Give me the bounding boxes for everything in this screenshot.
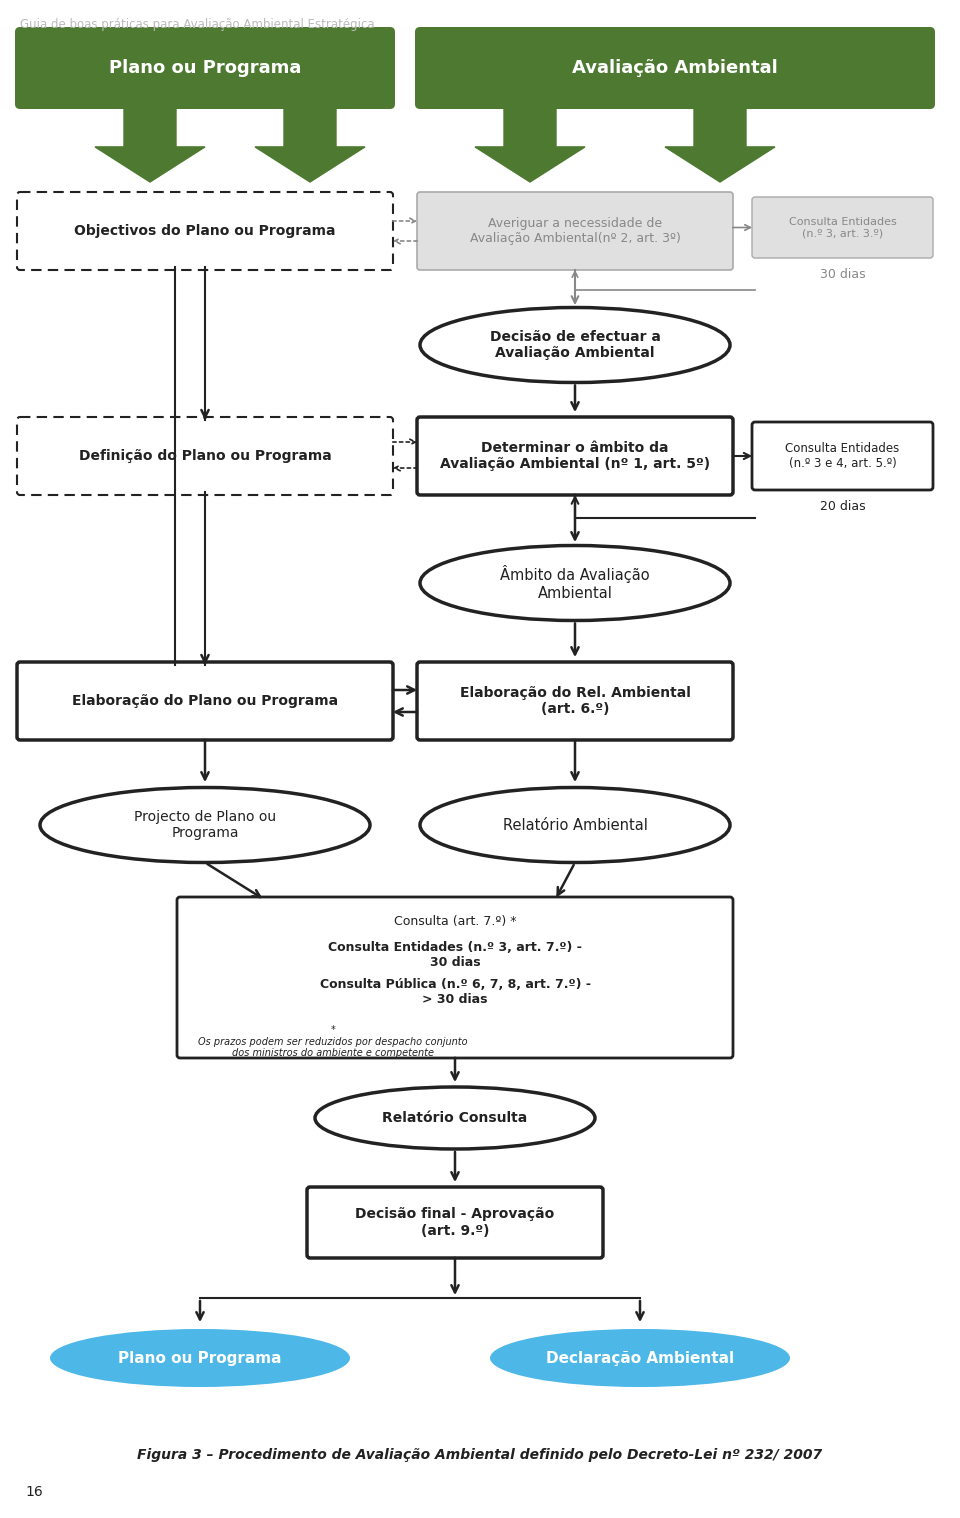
Text: Decisão de efectuar a
Avaliação Ambiental: Decisão de efectuar a Avaliação Ambienta… bbox=[490, 329, 660, 360]
Text: 16: 16 bbox=[25, 1485, 43, 1498]
Polygon shape bbox=[255, 105, 365, 182]
FancyBboxPatch shape bbox=[417, 191, 733, 270]
Text: Projecto de Plano ou
Programa: Projecto de Plano ou Programa bbox=[134, 811, 276, 839]
Ellipse shape bbox=[50, 1328, 350, 1387]
Text: Âmbito da Avaliação
Ambiental: Âmbito da Avaliação Ambiental bbox=[500, 565, 650, 601]
Text: Relatório Ambiental: Relatório Ambiental bbox=[503, 818, 647, 832]
Text: Averiguar a necessidade de
Avaliação Ambiental(nº 2, art. 3º): Averiguar a necessidade de Avaliação Amb… bbox=[469, 217, 681, 244]
Polygon shape bbox=[475, 105, 585, 182]
FancyBboxPatch shape bbox=[417, 417, 733, 495]
FancyBboxPatch shape bbox=[307, 1187, 603, 1258]
Text: Avaliação Ambiental: Avaliação Ambiental bbox=[572, 59, 778, 77]
Text: 30 dias: 30 dias bbox=[820, 269, 865, 281]
Text: Relatório Consulta: Relatório Consulta bbox=[382, 1111, 528, 1125]
Polygon shape bbox=[665, 105, 775, 182]
Text: Consulta Pública (n.º 6, 7, 8, art. 7.º) -
> 30 dias: Consulta Pública (n.º 6, 7, 8, art. 7.º)… bbox=[320, 978, 590, 1006]
FancyBboxPatch shape bbox=[417, 662, 733, 739]
Text: Determinar o âmbito da
Avaliação Ambiental (nº 1, art. 5º): Determinar o âmbito da Avaliação Ambient… bbox=[440, 440, 710, 471]
FancyBboxPatch shape bbox=[415, 27, 935, 109]
Text: Elaboração do Rel. Ambiental
(art. 6.º): Elaboração do Rel. Ambiental (art. 6.º) bbox=[460, 686, 690, 716]
FancyBboxPatch shape bbox=[17, 417, 393, 495]
Text: Definição do Plano ou Programa: Definição do Plano ou Programa bbox=[79, 449, 331, 463]
FancyBboxPatch shape bbox=[752, 422, 933, 490]
Text: Consulta Entidades
(n.º 3, art. 3.º): Consulta Entidades (n.º 3, art. 3.º) bbox=[788, 217, 897, 238]
Text: *
Os prazos podem ser reduzidos por despacho conjunto
dos ministros do ambiente : * Os prazos podem ser reduzidos por desp… bbox=[198, 1025, 468, 1058]
Ellipse shape bbox=[490, 1328, 790, 1387]
Ellipse shape bbox=[420, 788, 730, 862]
Text: Decisão final - Aprovação
(art. 9.º): Decisão final - Aprovação (art. 9.º) bbox=[355, 1207, 555, 1237]
Text: Plano ou Programa: Plano ou Programa bbox=[118, 1351, 281, 1366]
FancyBboxPatch shape bbox=[17, 662, 393, 739]
FancyBboxPatch shape bbox=[177, 897, 733, 1058]
Text: Consulta (art. 7.º) *: Consulta (art. 7.º) * bbox=[394, 915, 516, 929]
Text: Declaração Ambiental: Declaração Ambiental bbox=[546, 1351, 734, 1366]
Text: Plano ou Programa: Plano ou Programa bbox=[108, 59, 301, 77]
Polygon shape bbox=[95, 105, 205, 182]
Text: Objectivos do Plano ou Programa: Objectivos do Plano ou Programa bbox=[74, 225, 336, 238]
FancyBboxPatch shape bbox=[15, 27, 395, 109]
FancyBboxPatch shape bbox=[752, 197, 933, 258]
Text: Elaboração do Plano ou Programa: Elaboração do Plano ou Programa bbox=[72, 694, 338, 707]
Ellipse shape bbox=[40, 788, 370, 862]
Ellipse shape bbox=[315, 1087, 595, 1149]
Ellipse shape bbox=[420, 308, 730, 383]
Text: Guia de boas práticas para Avaliação Ambiental Estratégica: Guia de boas práticas para Avaliação Amb… bbox=[20, 18, 374, 30]
FancyBboxPatch shape bbox=[17, 191, 393, 270]
Text: Consulta Entidades (n.º 3, art. 7.º) -
30 dias: Consulta Entidades (n.º 3, art. 7.º) - 3… bbox=[328, 941, 582, 968]
Text: Figura 3 – Procedimento de Avaliação Ambiental definido pelo Decreto-Lei nº 232/: Figura 3 – Procedimento de Avaliação Amb… bbox=[137, 1448, 823, 1462]
Text: Consulta Entidades
(n.º 3 e 4, art. 5.º): Consulta Entidades (n.º 3 e 4, art. 5.º) bbox=[785, 442, 900, 471]
Ellipse shape bbox=[420, 545, 730, 621]
Text: 20 dias: 20 dias bbox=[820, 501, 865, 513]
